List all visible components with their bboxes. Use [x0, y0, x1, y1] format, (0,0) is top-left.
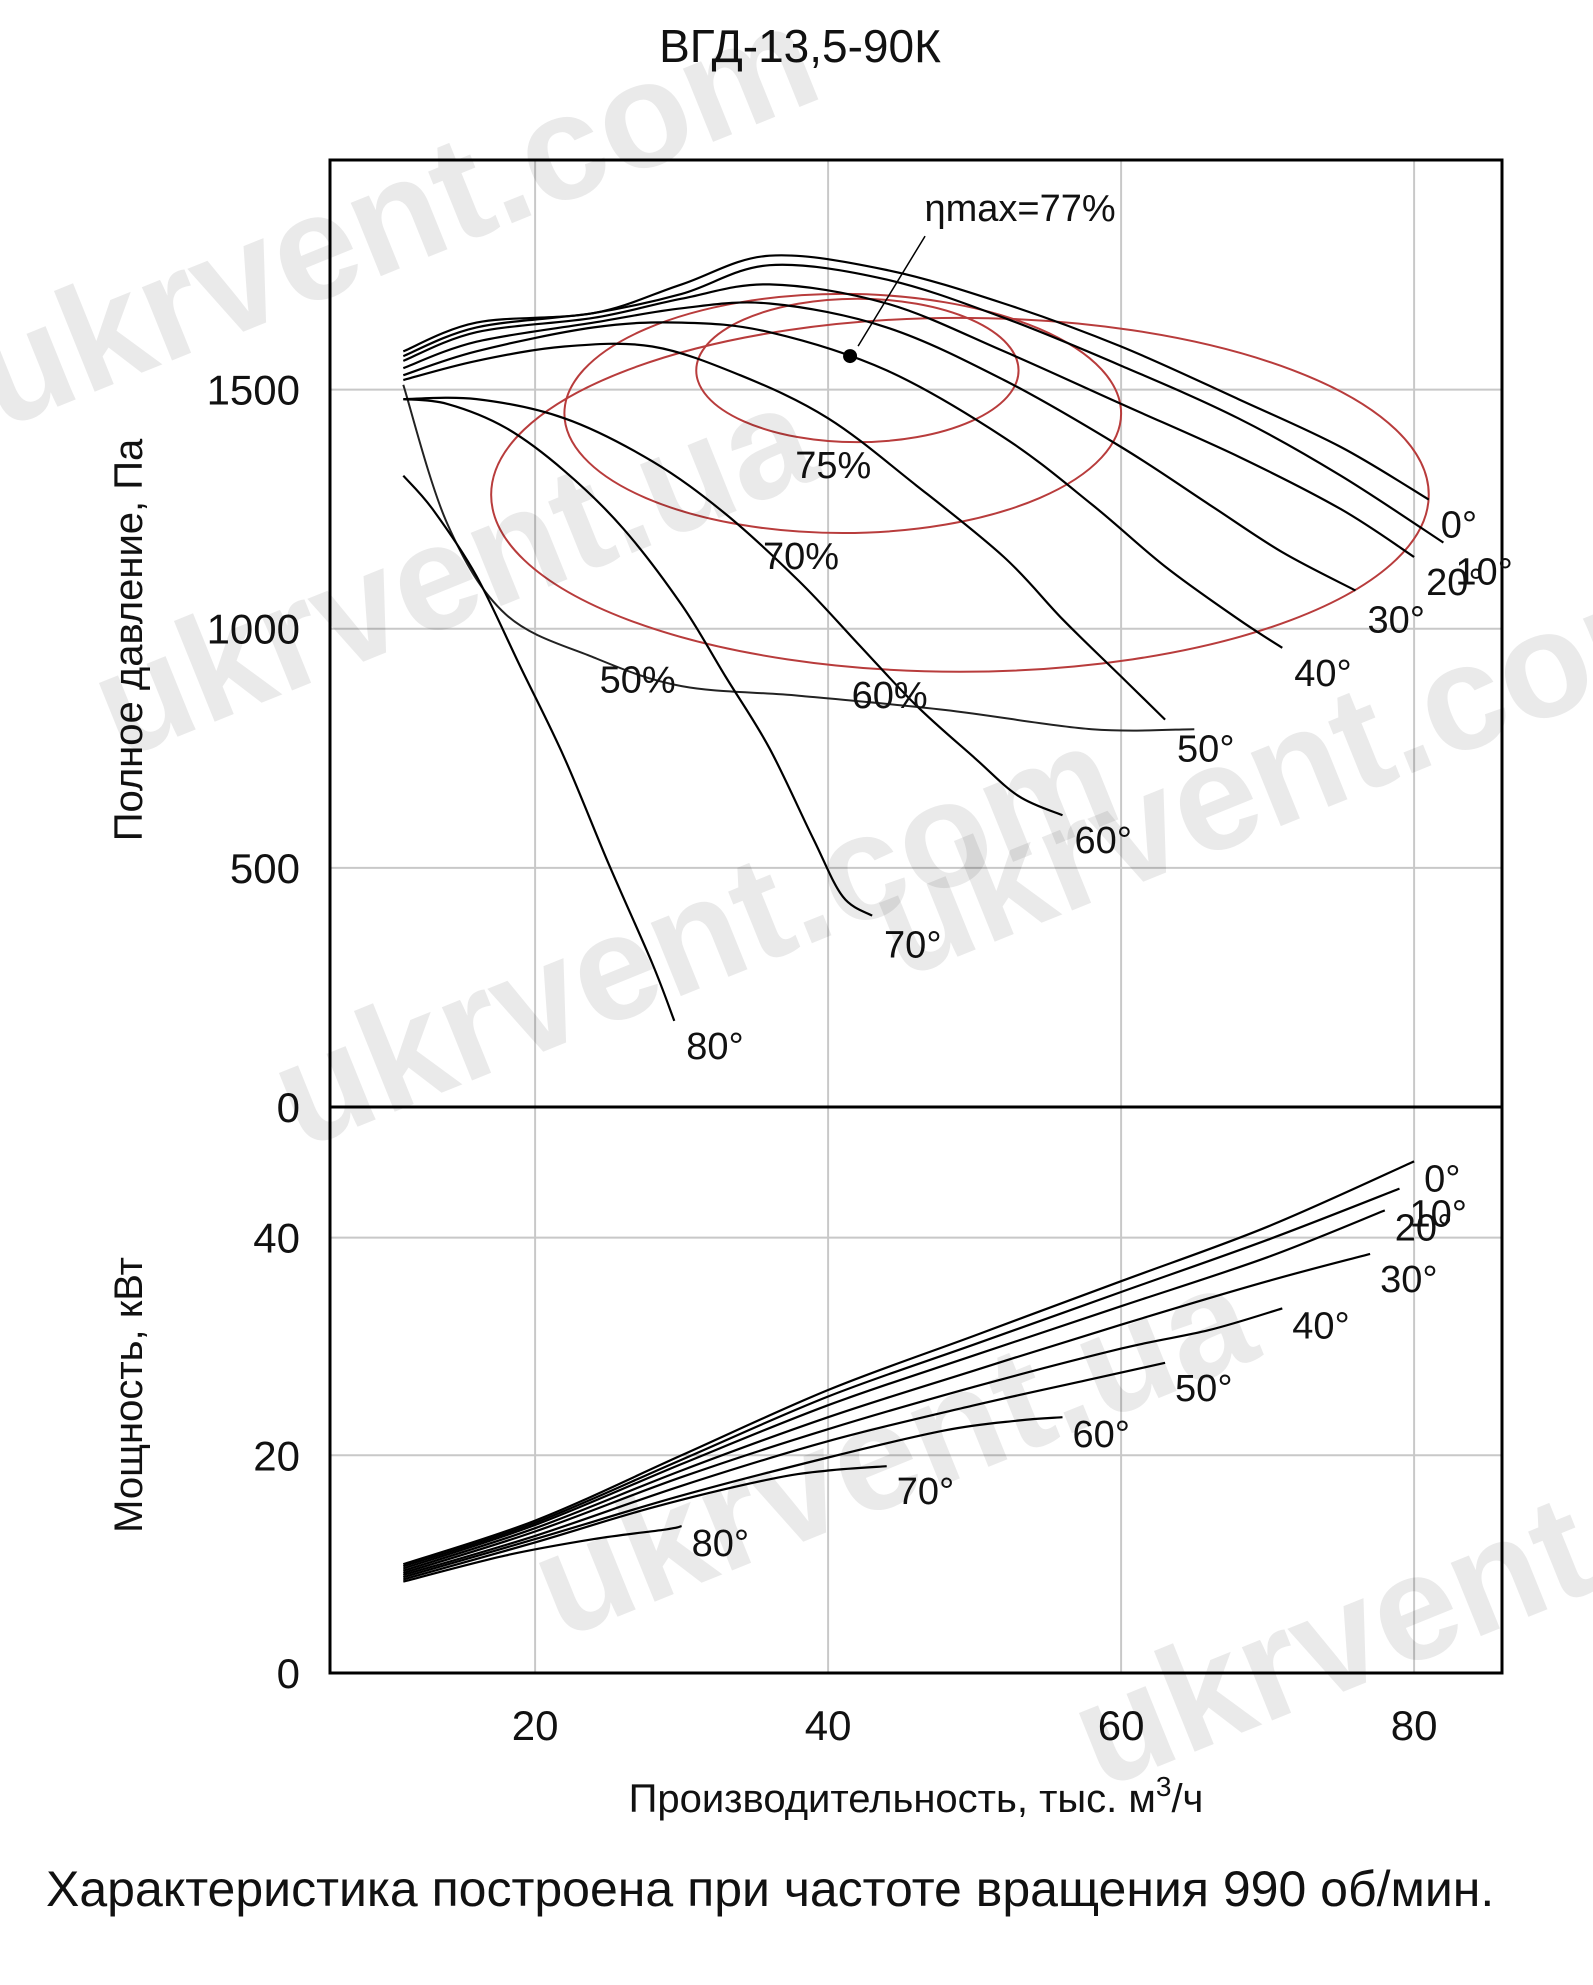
power-curve-label: 70°: [897, 1471, 954, 1513]
pressure-curve-label: 0°: [1441, 505, 1477, 547]
pressure-curve-label: 70°: [884, 925, 941, 967]
pressure-curve-label: 80°: [686, 1026, 743, 1068]
y-tick-label-power: 0: [277, 1650, 300, 1697]
x-axis-title-sup: 3: [1156, 1771, 1172, 1802]
y-tick-label-pressure: 1500: [207, 367, 300, 414]
efficiency-contour: [695, 297, 1020, 444]
x-tick-label: 80: [1391, 1702, 1438, 1749]
power-curve-label: 30°: [1380, 1259, 1437, 1301]
power-curve: [402, 1187, 1400, 1568]
y-axis-title-power: Мощность, кВт: [107, 1257, 151, 1533]
power-curve: [402, 1209, 1386, 1570]
y-tick-label-power: 40: [253, 1215, 300, 1262]
efficiency-label: 50%: [600, 660, 676, 702]
pressure-curves: [402, 254, 1444, 1022]
power-curve: [402, 1416, 1063, 1579]
caption: Характеристика построена при частоте вра…: [46, 1861, 1495, 1917]
curve-labels: 75%70%60%50%ηmax=77%0°10°20°30°40°50°60°…: [600, 188, 1513, 1565]
power-curve: [403, 1525, 682, 1583]
pressure-curve-label: 20°: [1426, 562, 1483, 604]
power-curve: [403, 1465, 887, 1581]
efficiency-contour: [490, 316, 1430, 673]
efficiency-label: 70%: [763, 536, 839, 578]
y-axis-title-pressure: Полное давление, Па: [107, 438, 151, 841]
power-curves: [402, 1160, 1415, 1583]
plot-frame: [328, 158, 1504, 1675]
pressure-curve: [402, 321, 1283, 649]
chart-title: ВГД-13,5-90К: [659, 20, 941, 72]
x-tick-label: 40: [805, 1702, 852, 1749]
efficiency-contour: [563, 292, 1123, 535]
power-curve-label: 40°: [1292, 1305, 1349, 1347]
pressure-curve-label: 40°: [1294, 653, 1351, 695]
pressure-curve: [402, 283, 1415, 558]
power-curve-label: 10°: [1409, 1194, 1466, 1236]
tick-labels: 20 40 60 80 0 500 1000 1500 0 20 40: [207, 367, 1438, 1749]
power-curve-label: 20°: [1395, 1207, 1452, 1249]
power-curve: [402, 1252, 1371, 1572]
power-curve: [402, 1361, 1166, 1577]
y-tick-label-pressure: 500: [230, 845, 300, 892]
x-axis-title-main: Производительность, тыс. м: [629, 1777, 1156, 1821]
pressure-curve-label: 60°: [1075, 820, 1132, 862]
x-tick-label: 20: [512, 1702, 559, 1749]
watermark: ukrvent.comukrvent.uaukrvent.comukrvent.…: [0, 0, 1593, 1820]
power-curve-label: 60°: [1073, 1414, 1130, 1456]
pressure-curve: [402, 474, 676, 1022]
pressure-curve: [402, 263, 1444, 544]
power-curve: [402, 1160, 1415, 1566]
pressure-curve: [403, 398, 873, 917]
watermark-text: ukrvent.ua: [69, 349, 837, 790]
pressure-curve-label: 50°: [1177, 729, 1234, 771]
power-curve-label: 50°: [1175, 1368, 1232, 1410]
y-tick-label-power: 20: [253, 1432, 300, 1479]
efficiency-label: 60%: [852, 675, 928, 717]
x-axis-title-unit: /ч: [1171, 1777, 1203, 1821]
efficiency-contours: [402, 235, 1430, 732]
eta-max-leader: [857, 235, 926, 347]
x-axis-title: Производительность, тыс. м3/ч: [629, 1771, 1204, 1821]
pressure-curve-label: 10°: [1455, 552, 1512, 594]
pressure-curve: [402, 301, 1357, 592]
eta-max-label: ηmax=77%: [924, 188, 1115, 230]
power-curve: [402, 1307, 1283, 1574]
pressure-curve-label: 30°: [1368, 599, 1425, 641]
power-curve-label: 0°: [1424, 1158, 1460, 1200]
watermark-text: ukrvent.ua: [509, 1229, 1277, 1670]
x-tick-label: 60: [1098, 1702, 1145, 1749]
power-curve-label: 80°: [692, 1523, 749, 1565]
y-tick-label-pressure: 1000: [207, 606, 300, 653]
efficiency-label: 75%: [795, 445, 871, 487]
y-tick-label-pressure: 0: [277, 1084, 300, 1131]
pressure-curve: [403, 342, 1166, 721]
pressure-curve: [403, 396, 1063, 817]
watermark-text: ukrvent.ua: [1049, 1379, 1593, 1820]
